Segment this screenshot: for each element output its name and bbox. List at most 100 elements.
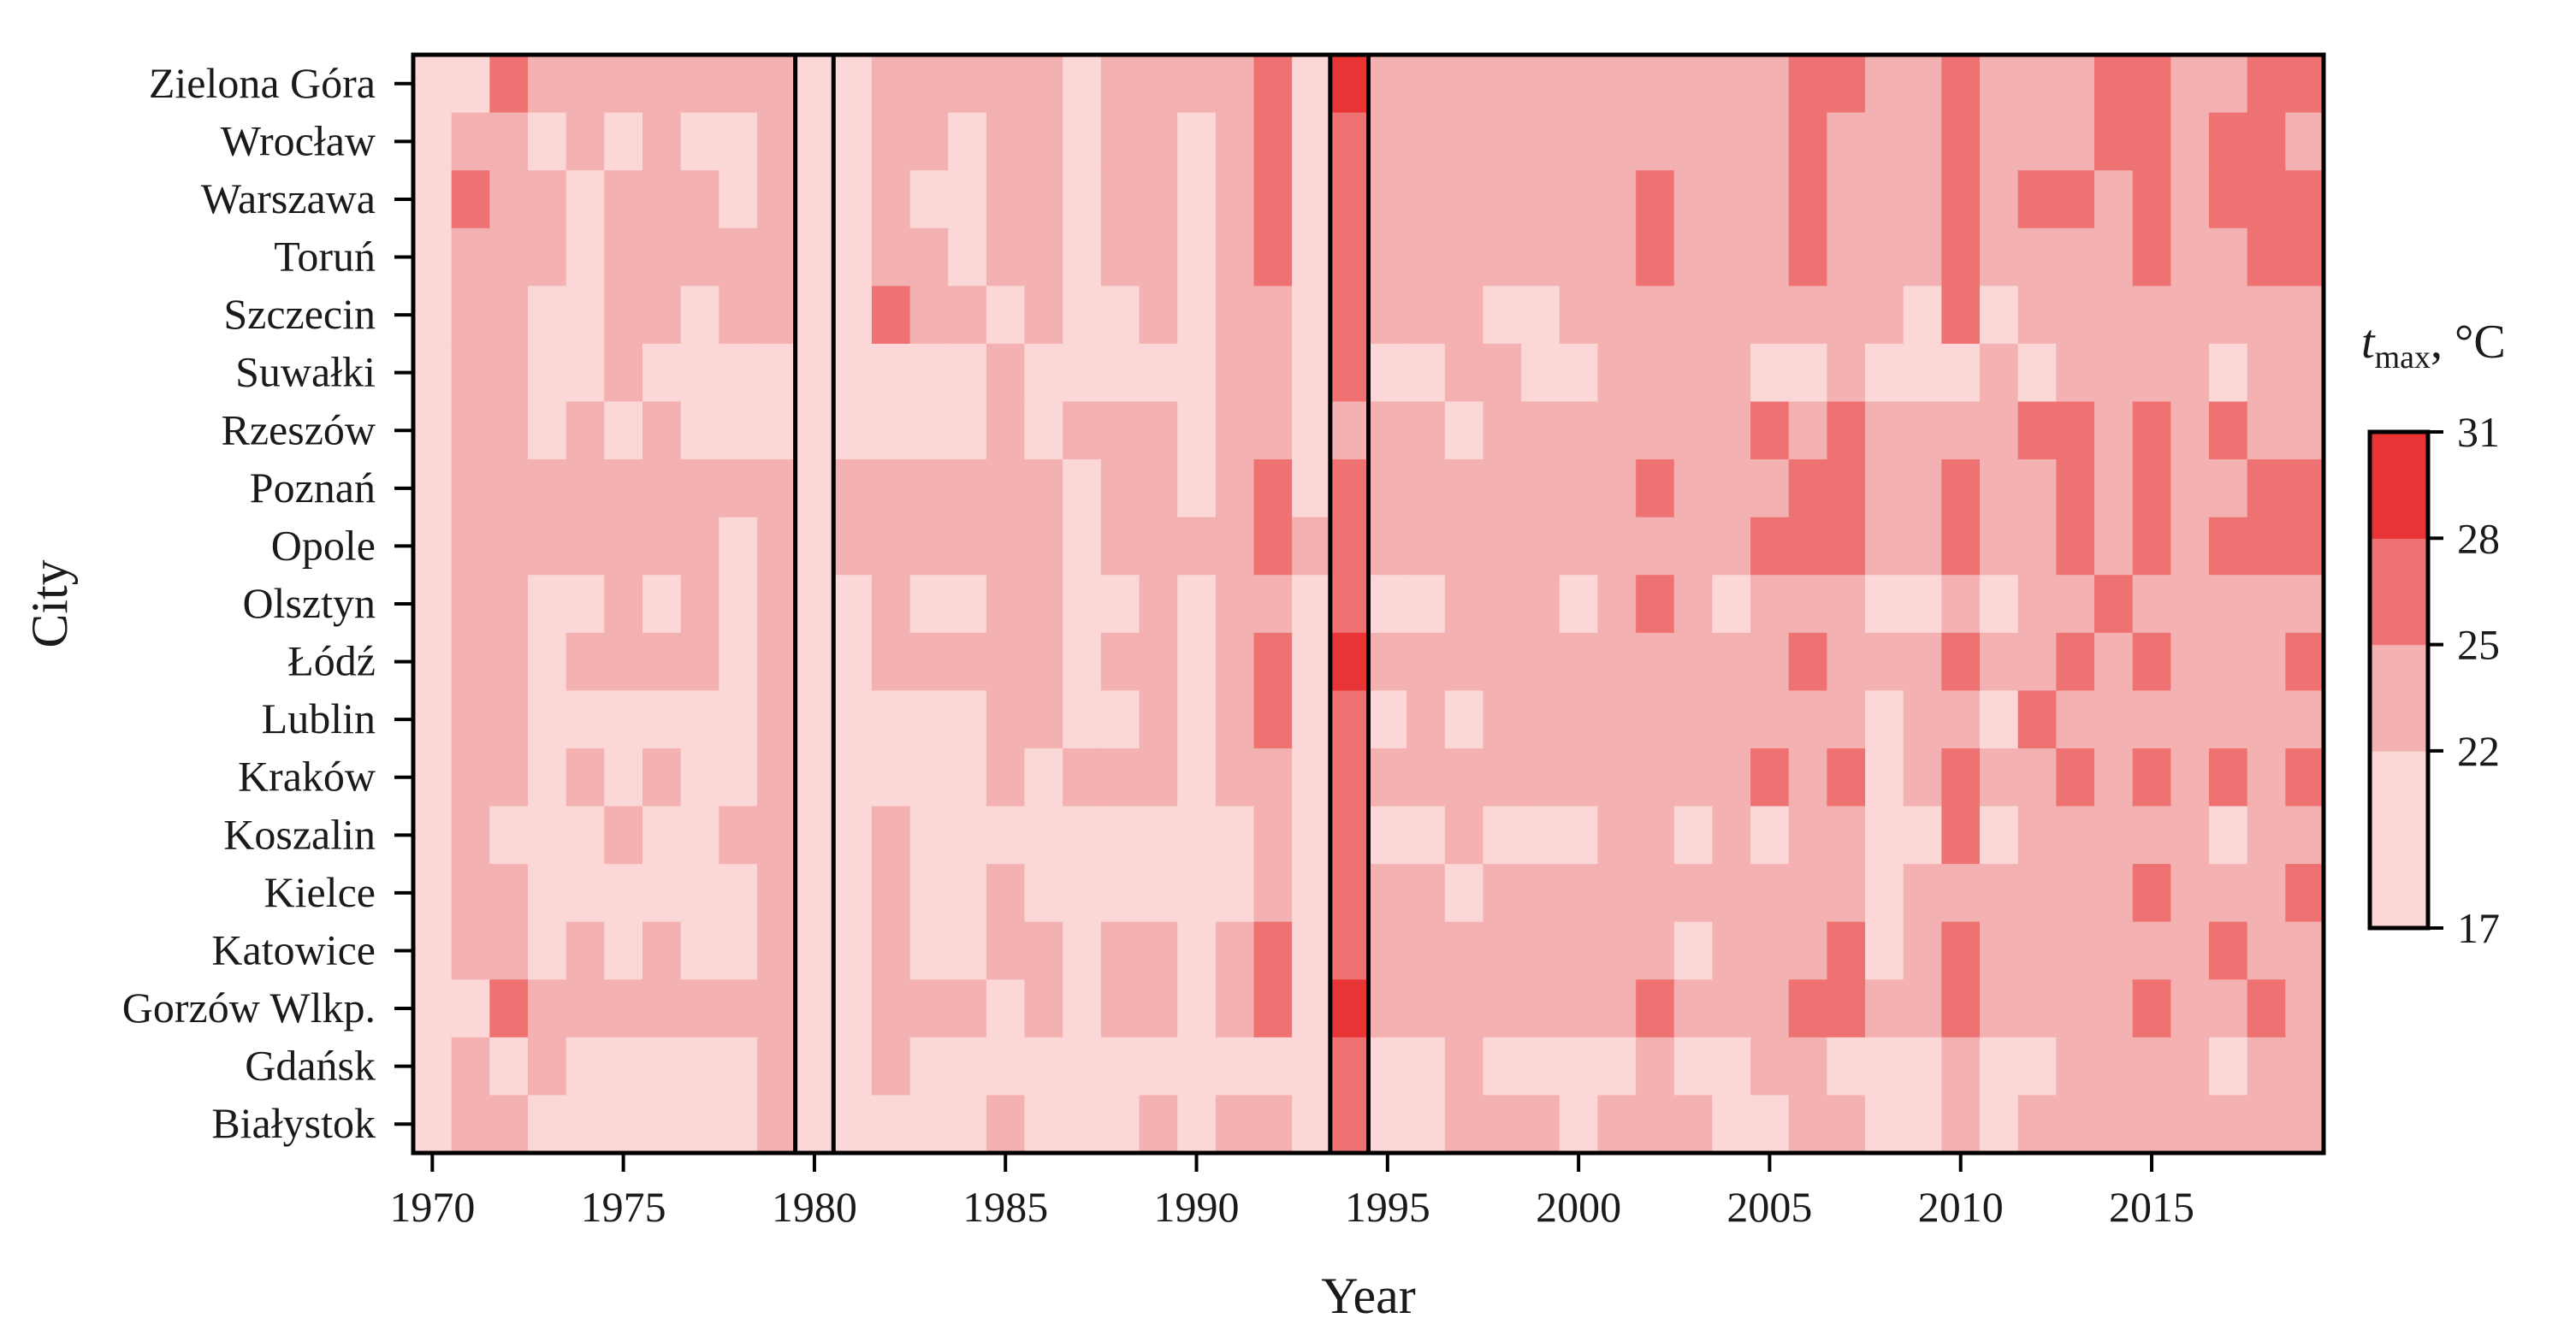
heatmap-cell [1636, 1095, 1675, 1154]
heatmap-cell [1750, 979, 1790, 1038]
heatmap-cell [2170, 170, 2210, 229]
heatmap-cell [489, 979, 529, 1038]
heatmap-cell [1329, 575, 1370, 634]
heatmap-cell [2170, 921, 2210, 980]
heatmap-cell [604, 864, 643, 923]
heatmap-cell [1673, 112, 1714, 171]
heatmap-cell [756, 632, 796, 691]
heatmap-cell [1980, 459, 2019, 518]
heatmap-cell [1406, 459, 1446, 518]
heatmap-cell [604, 55, 643, 114]
heatmap-cell [2017, 1095, 2057, 1154]
heatmap-cell [566, 228, 605, 287]
heatmap-cell [1368, 286, 1407, 345]
heatmap-cell [1368, 517, 1407, 576]
heatmap-cell [2285, 459, 2324, 518]
heatmap-cell [2285, 1095, 2324, 1154]
heatmap-cell [1063, 632, 1102, 691]
heatmap-cell [2056, 864, 2095, 923]
heatmap-cell [795, 228, 834, 287]
heatmap-cell [948, 170, 987, 229]
heatmap-cell [986, 632, 1026, 691]
heatmap-cell [909, 748, 949, 807]
heatmap-cell [680, 864, 720, 923]
heatmap-cell [871, 228, 911, 287]
heatmap-cell [948, 112, 987, 171]
heatmap-cell [1750, 575, 1790, 634]
heatmap-cell [719, 401, 758, 460]
colorbar-title-unit: , °C [2431, 316, 2506, 369]
heatmap-cell [489, 170, 529, 229]
heatmap-cell [1063, 170, 1102, 229]
heatmap-cell [833, 401, 873, 460]
heatmap-cell [1292, 459, 1331, 518]
heatmap-cell [1444, 228, 1484, 287]
heatmap-cell [1177, 228, 1217, 287]
heatmap-cell [1521, 112, 1560, 171]
heatmap-cell [1980, 228, 2019, 287]
heatmap-cell [2056, 228, 2095, 287]
heatmap-cell [1903, 864, 1942, 923]
heatmap-cell [1636, 921, 1675, 980]
heatmap-cell [1329, 1037, 1370, 1097]
heatmap-cell [1941, 864, 1981, 923]
heatmap-cell [2209, 55, 2248, 114]
heatmap-cell [1215, 690, 1255, 749]
heatmap-cell [1329, 979, 1370, 1038]
heatmap-cell [604, 343, 643, 403]
heatmap-cell [1139, 806, 1178, 865]
heatmap-cell [2017, 401, 2057, 460]
heatmap-cell [2094, 112, 2134, 171]
heatmap-cell [566, 1037, 605, 1097]
heatmap-cell [1063, 228, 1102, 287]
heatmap-cell [1368, 979, 1407, 1038]
heatmap-cell [1597, 1095, 1637, 1154]
heatmap-cell [2285, 228, 2324, 287]
heatmap-cell [1024, 286, 1063, 345]
heatmap-cell [795, 1037, 834, 1097]
heatmap-cell [413, 112, 453, 171]
heatmap-cell [1865, 170, 1904, 229]
heatmap-cell [2285, 632, 2324, 691]
heatmap-cell [1329, 748, 1370, 807]
heatmap-cell [2056, 632, 2095, 691]
heatmap-cell [566, 864, 605, 923]
heatmap-cell [489, 517, 529, 576]
heatmap-cell [756, 228, 796, 287]
heatmap-cell [2247, 112, 2286, 171]
heatmap-cell [489, 921, 529, 980]
heatmap-cell [1253, 401, 1293, 460]
heatmap-cell [1483, 1095, 1522, 1154]
heatmap-cell [1100, 1037, 1140, 1097]
heatmap-cell [451, 517, 490, 576]
heatmap-cell [413, 343, 453, 403]
heatmap-cell [604, 170, 643, 229]
heatmap-cell [1406, 228, 1446, 287]
heatmap-cell [1673, 864, 1714, 923]
heatmap-cell [2094, 748, 2134, 807]
heatmap-cell [2247, 806, 2286, 865]
heatmap-cell [2017, 690, 2057, 749]
heatmap-cell [1063, 864, 1102, 923]
heatmap-cell [1980, 690, 2019, 749]
heatmap-cell [1521, 921, 1560, 980]
heatmap-cell [1368, 112, 1407, 171]
heatmap-cell [566, 806, 605, 865]
heatmap-cell [1483, 690, 1522, 749]
heatmap-cell [527, 921, 567, 980]
heatmap-cell [2247, 864, 2286, 923]
heatmap-cell [948, 228, 987, 287]
heatmap-cell [1177, 806, 1217, 865]
heatmap-cell [1597, 517, 1637, 576]
heatmap-cell [1100, 228, 1140, 287]
heatmap-cell [1827, 921, 1866, 980]
heatmap-cell [1215, 517, 1255, 576]
heatmap-cell [1750, 55, 1790, 114]
heatmap-cell [413, 690, 453, 749]
heatmap-cell [795, 401, 834, 460]
heatmap-cell [909, 517, 949, 576]
heatmap-cell [2209, 343, 2248, 403]
heatmap-cell [1712, 401, 1751, 460]
heatmap-cell [909, 286, 949, 345]
heatmap-cell [1673, 575, 1714, 634]
